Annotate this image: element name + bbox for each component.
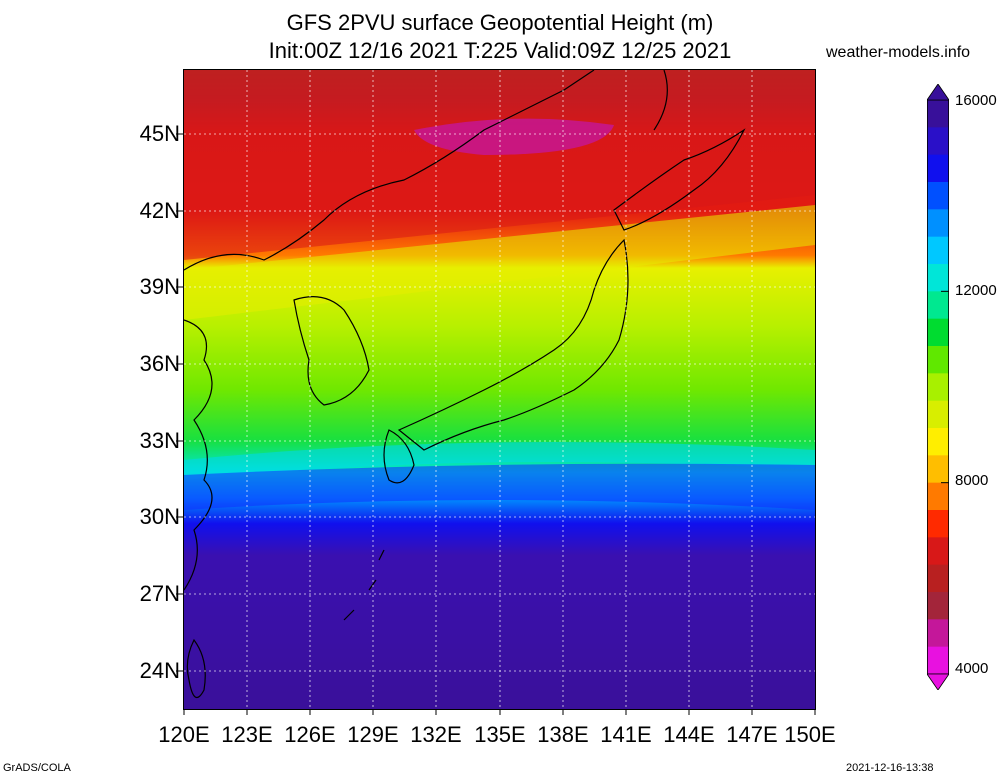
colorbar-segment: [927, 100, 949, 128]
colorbar-label: 12000: [955, 282, 997, 299]
colorbar-segment: [927, 537, 949, 566]
colorbar-segment: [927, 619, 949, 648]
chart-title: GFS 2PVU surface Geopotential Height (m): [286, 10, 714, 35]
colorbar-segment: [927, 592, 949, 620]
map-svg: [184, 70, 815, 709]
red-band: [184, 70, 815, 260]
colorbar-segment: [927, 510, 949, 538]
lat-label: 39N: [139, 274, 180, 299]
colorbar-top-arrow: [927, 84, 949, 101]
lon-label: 141E: [600, 722, 652, 747]
colorbar-segment: [927, 646, 949, 675]
cyan-band: [184, 442, 815, 480]
colorbar-segments: [927, 99, 949, 675]
map-panel: [184, 70, 815, 709]
colorbar-segment: [927, 236, 949, 265]
lon-label: 123E: [221, 722, 273, 747]
colorbar-label: 4000: [955, 660, 989, 677]
colorbar-segment: [927, 182, 949, 210]
colorbar-segment: [927, 455, 949, 484]
yellow-band: [184, 205, 815, 320]
gridlines: [184, 70, 815, 709]
lon-label: 147E: [726, 722, 778, 747]
colorbar-label: 16000: [955, 92, 997, 109]
japan-kyushu: [383, 429, 415, 484]
korea-coast: [293, 296, 370, 406]
colorbar-segment: [927, 373, 949, 402]
taiwan: [186, 638, 206, 699]
lat-label: 30N: [139, 504, 180, 529]
blue-band: [184, 463, 815, 510]
colorbar-segment: [927, 564, 949, 593]
colorbar-segment: [927, 400, 949, 429]
colorbar-segment: [927, 346, 949, 374]
japan-hokkaido: [613, 128, 746, 231]
china-coast: [184, 319, 213, 591]
lon-label: 138E: [537, 722, 589, 747]
lat-label: 36N: [139, 351, 180, 376]
colorbar-segment: [927, 264, 949, 292]
lon-label: 135E: [474, 722, 526, 747]
colorbar-label: 8000: [955, 472, 989, 489]
lon-label: 126E: [284, 722, 336, 747]
japan-honshu: [397, 238, 629, 451]
colorbar-bottom-arrow: [927, 673, 949, 690]
credit-label: GrADS/COLA: [3, 762, 71, 774]
lon-label: 144E: [663, 722, 715, 747]
colorbar: [927, 84, 949, 690]
lon-label: 120E: [158, 722, 210, 747]
lat-label: 45N: [139, 121, 180, 146]
colorbar-segment: [927, 154, 949, 183]
colorbar-segment: [927, 209, 949, 238]
lat-label: 24N: [139, 658, 180, 683]
timestamp-label: 2021-12-16-13:38: [846, 762, 934, 774]
colorbar-segment: [927, 318, 949, 347]
lon-label: 129E: [347, 722, 399, 747]
sakhalin: [653, 70, 668, 131]
colorbar-segment: [927, 428, 949, 456]
magenta-patch: [414, 118, 614, 155]
chart-subtitle: Init:00Z 12/16 2021 T:225 Valid:09Z 12/2…: [268, 38, 732, 63]
colorbar-segment: [927, 482, 949, 511]
lon-label: 132E: [410, 722, 462, 747]
ryukyu-islands: [343, 549, 385, 621]
site-label[interactable]: weather-models.info: [826, 44, 971, 61]
lat-label: 42N: [139, 198, 180, 223]
colorbar-segment: [927, 127, 949, 156]
lat-label: 27N: [139, 581, 180, 606]
lon-label: 150E: [784, 722, 836, 747]
lat-label: 33N: [139, 428, 180, 453]
colorbar-segment: [927, 291, 949, 320]
